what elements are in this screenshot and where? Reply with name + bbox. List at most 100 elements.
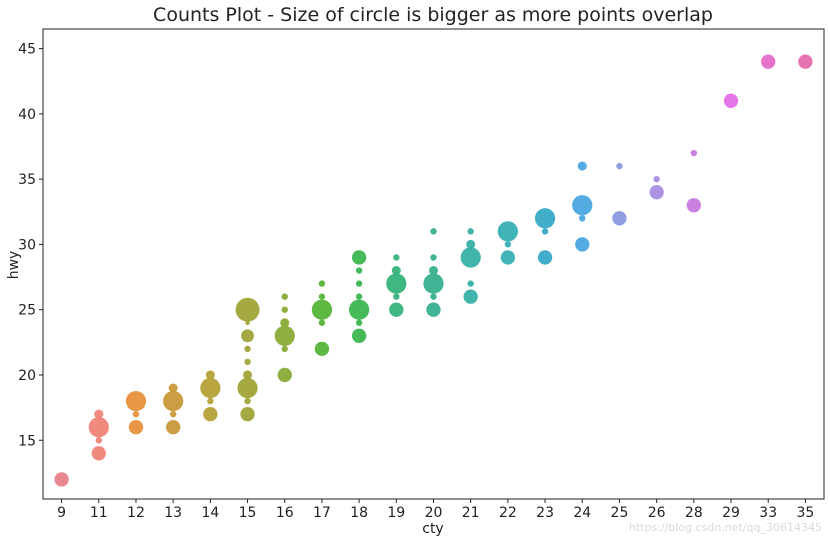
- data-point: [314, 341, 330, 357]
- data-point: [467, 280, 474, 287]
- data-point: [128, 420, 144, 435]
- y-axis-ticks: 15 20 25 30 35 40 45: [18, 42, 43, 449]
- watermark-text: https://blog.csdn.net/qq_30614345: [628, 521, 822, 534]
- data-point: [207, 397, 214, 405]
- data-point: [653, 175, 660, 183]
- data-point: [200, 377, 221, 399]
- data-point: [423, 273, 444, 294]
- data-point: [91, 446, 106, 461]
- data-point: [163, 390, 184, 412]
- data-point: [244, 345, 251, 353]
- scatter-points: [54, 54, 813, 487]
- data-point: [168, 383, 178, 393]
- data-point: [245, 320, 250, 326]
- x-tick-label: 11: [90, 505, 108, 521]
- data-point: [355, 293, 363, 300]
- data-point: [351, 328, 367, 343]
- data-point: [534, 208, 556, 229]
- x-tick-label: 21: [462, 505, 480, 521]
- data-point: [426, 302, 441, 317]
- data-point: [723, 93, 739, 108]
- data-point: [612, 211, 627, 226]
- x-tick-label: 17: [313, 505, 331, 521]
- data-point: [237, 377, 258, 399]
- y-tick-label: 15: [18, 433, 36, 449]
- data-point: [241, 329, 254, 343]
- data-point: [649, 185, 664, 200]
- data-point: [466, 239, 476, 249]
- x-tick-label: 29: [722, 505, 740, 521]
- y-tick-label: 25: [18, 303, 36, 319]
- data-point: [351, 250, 367, 265]
- data-point: [205, 370, 215, 380]
- data-point: [355, 319, 363, 326]
- x-tick-label: 18: [350, 505, 368, 521]
- data-point: [500, 250, 516, 265]
- data-point: [430, 254, 437, 261]
- data-point: [125, 390, 147, 412]
- data-point: [386, 273, 407, 294]
- data-point: [280, 318, 290, 328]
- data-point: [616, 162, 623, 170]
- data-point: [504, 241, 512, 248]
- data-point: [430, 293, 437, 300]
- data-point: [430, 228, 437, 235]
- data-point: [348, 299, 370, 320]
- data-point: [281, 345, 288, 353]
- data-point: [355, 267, 363, 274]
- data-point: [577, 161, 587, 171]
- x-tick-label: 13: [164, 505, 182, 521]
- data-point: [572, 195, 593, 216]
- data-point: [761, 54, 776, 69]
- data-point: [541, 228, 549, 235]
- data-point: [281, 306, 288, 313]
- y-tick-label: 45: [18, 42, 36, 58]
- x-tick-label: 22: [499, 505, 517, 521]
- data-point: [318, 280, 326, 287]
- x-tick-label: 35: [796, 505, 814, 521]
- data-point: [166, 420, 181, 435]
- x-tick-label: 23: [536, 505, 554, 521]
- x-tick-label: 16: [276, 505, 294, 521]
- data-point: [318, 319, 326, 326]
- y-tick-label: 40: [18, 107, 36, 123]
- data-point: [274, 325, 295, 346]
- x-axis-label: cty: [422, 521, 443, 537]
- x-tick-label: 14: [201, 505, 219, 521]
- data-point: [575, 237, 590, 252]
- data-point: [203, 406, 218, 422]
- x-tick-label: 25: [611, 505, 629, 521]
- x-tick-label: 12: [127, 505, 145, 521]
- data-point: [428, 265, 439, 276]
- data-point: [318, 293, 326, 300]
- data-point: [355, 280, 363, 287]
- data-point: [94, 409, 104, 419]
- data-point: [537, 250, 553, 265]
- y-tick-label: 30: [18, 237, 36, 253]
- x-tick-label: 20: [425, 505, 443, 521]
- data-point: [281, 293, 288, 300]
- data-point: [686, 198, 701, 213]
- x-axis-ticks: 9 11 12 13 14 15 16 17 18 19 20 21 22 23 24 25 26 28 29 33 3…: [57, 499, 814, 521]
- data-point: [311, 299, 333, 320]
- y-axis-label: hwy: [6, 251, 22, 280]
- data-point: [463, 289, 478, 304]
- x-tick-label: 24: [573, 505, 591, 521]
- data-point: [169, 410, 177, 418]
- data-point: [235, 297, 260, 322]
- data-point: [132, 410, 140, 418]
- data-point: [393, 293, 400, 300]
- x-tick-label: 15: [239, 505, 257, 521]
- data-point: [243, 370, 253, 380]
- data-point: [54, 472, 69, 487]
- data-point: [798, 54, 813, 69]
- data-point: [497, 221, 519, 242]
- data-point: [277, 367, 292, 383]
- y-tick-label: 20: [18, 368, 36, 384]
- data-point: [244, 397, 251, 405]
- data-point: [389, 302, 404, 317]
- data-point: [95, 437, 102, 444]
- data-point: [88, 417, 109, 438]
- plot-area-frame: [42, 28, 825, 500]
